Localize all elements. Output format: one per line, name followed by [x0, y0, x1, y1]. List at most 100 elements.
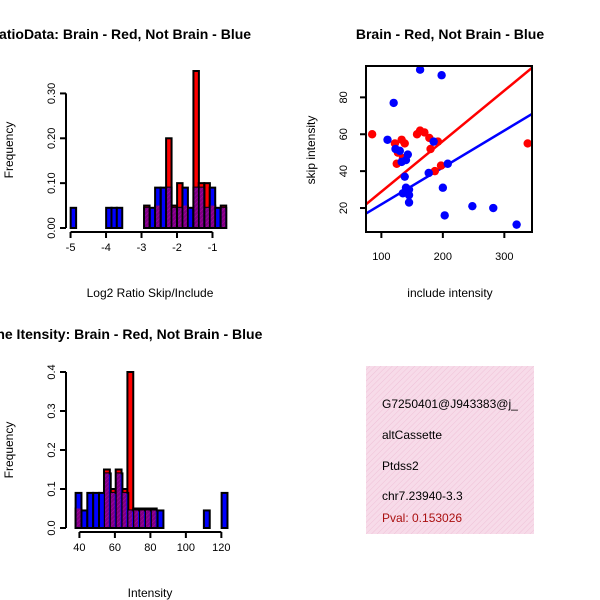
overlap-bar-3	[116, 473, 121, 527]
overlap-bar-5	[128, 510, 133, 527]
ratio-chart-title: RatioData: Brain - Red, Not Brain - Blue	[0, 26, 251, 42]
overlap-bar-0	[76, 508, 81, 527]
overlap-bar-1	[104, 473, 109, 527]
not-brain-bar-12	[186, 206, 195, 229]
x-tick-label-0: 40	[73, 542, 85, 554]
overlap-bar-8	[205, 207, 209, 227]
info-pvalue: Pval: 0.153026	[382, 511, 462, 525]
overlap-bar-4	[178, 207, 182, 227]
not-brain-bar-15	[202, 509, 211, 530]
intensity-y-axis-label: Frequency	[2, 422, 16, 479]
brain-point-11	[426, 144, 435, 154]
x-tick-label-0: -5	[66, 242, 76, 254]
scatter-x-tick-label-1: 200	[434, 251, 452, 263]
overlap-bar-6	[194, 187, 198, 227]
not-brain-bar-17	[214, 206, 222, 229]
not-brain-point-0	[383, 135, 392, 144]
not-brain-point-19	[443, 159, 452, 168]
not-brain-bar-16	[220, 491, 229, 529]
brain-point-6	[400, 139, 409, 148]
y-tick-label-3: 0.3	[46, 403, 58, 418]
x-tick-label-4: -1	[208, 242, 218, 254]
intensity-bars	[74, 371, 229, 530]
ratio-histogram-panel: RatioData: Brain - Red, Not Brain - Blue…	[0, 26, 251, 300]
ratio-axes: -5 -4 -3 -2 -1 0.00 0.10 0.20 0.30	[46, 83, 217, 254]
intensity-chart-title: Gene Itensity: Brain - Red, Not Brain - …	[0, 326, 263, 342]
x-tick-label-3: -2	[172, 242, 182, 254]
not-brain-bar-0	[69, 206, 78, 229]
y-tick-label-0: 0.0	[46, 520, 58, 535]
scatter-y-axis-label: skip intensity	[304, 116, 318, 185]
not-brain-point-16	[437, 71, 446, 80]
brain-point-9	[420, 128, 429, 137]
overlap-bar-8	[145, 510, 150, 527]
scatter-x-axis-label: include intensity	[407, 286, 492, 300]
overlap-bar-10	[221, 207, 226, 227]
overlap-bar-9	[210, 205, 215, 227]
not-brain-bar-14	[156, 509, 165, 530]
info-box-panel: G7250401@J943383@j_ altCassette Ptdss2 c…	[366, 366, 534, 534]
info-box-background	[366, 366, 534, 534]
not-brain-point-20	[468, 201, 477, 211]
not-brain-point-3	[395, 146, 405, 156]
x-tick-label-3: 100	[177, 542, 195, 554]
not-brain-point-22	[512, 220, 521, 229]
overlap-bar-4	[122, 492, 127, 527]
scatter-x-tick-label-2: 300	[495, 251, 513, 263]
brain-point-15	[523, 139, 531, 148]
intensity-x-axis-label: Intensity	[128, 586, 173, 600]
overlap-bar-6	[134, 510, 139, 527]
y-tick-label-2: 0.2	[46, 442, 58, 457]
not-brain-point-15	[429, 137, 438, 146]
scatter-y-tick-label-1: 40	[338, 165, 350, 177]
x-tick-label-1: -4	[101, 242, 111, 254]
overlap-bar-0	[145, 207, 149, 227]
x-tick-label-2: 80	[144, 542, 156, 554]
scatter-axes: 100 200 300 20 40 60 80	[338, 91, 514, 263]
scatter-x-tick-label-0: 100	[372, 251, 390, 263]
not-brain-bar-3	[115, 206, 124, 229]
overlap-bar-7	[140, 510, 144, 527]
ratio-bars	[69, 70, 228, 230]
scatter-inner	[367, 67, 531, 229]
overlap-bar-7	[199, 187, 204, 227]
scatter-panel: Brain - Red, Not Brain - Blue include in…	[304, 26, 544, 300]
not-brain-point-11	[404, 190, 414, 200]
scatter-content	[367, 67, 531, 229]
y-tick-label-4: 0.4	[46, 364, 58, 379]
not-brain-point-6	[400, 172, 409, 181]
info-event-id: G7250401@J943383@j_	[382, 397, 518, 411]
not-brain-point-17	[438, 183, 448, 192]
y-tick-label-2: 0.20	[46, 128, 58, 149]
scatter-y-tick-label-0: 20	[338, 202, 350, 214]
overlap-bar-9	[151, 510, 156, 527]
brain-point-14	[436, 161, 446, 170]
overlap-bar-5	[183, 205, 187, 227]
x-tick-label-4: 120	[212, 542, 230, 554]
x-tick-label-2: -3	[137, 242, 147, 254]
scatter-y-tick-label-3: 80	[338, 91, 350, 103]
info-location: chr7.23940-3.3	[382, 489, 463, 503]
y-tick-label-3: 0.30	[46, 83, 58, 104]
y-tick-label-1: 0.10	[46, 172, 58, 193]
not-brain-point-21	[489, 203, 498, 213]
scatter-plot-box	[365, 65, 533, 233]
ratio-x-axis-label: Log2 Ratio Skip/Include	[87, 286, 214, 300]
not-brain-point-9	[403, 150, 413, 159]
x-tick-label-1: 60	[109, 542, 121, 554]
scatter-chart-title: Brain - Red, Not Brain - Blue	[356, 26, 544, 42]
y-tick-label-0: 0.00	[46, 217, 58, 238]
not-brain-point-14	[424, 168, 433, 178]
overlap-bar-2	[167, 187, 171, 227]
overlap-bar-2	[110, 492, 115, 527]
intensity-histogram-panel: Gene Itensity: Brain - Red, Not Brain - …	[0, 326, 263, 600]
not-brain-point-12	[404, 198, 414, 207]
not-brain-point-13	[415, 67, 425, 74]
intensity-axes: 40 60 80 100 120 0.0 0.1 0.2 0.3 0.4	[46, 364, 231, 554]
info-gene-name: Ptdss2	[382, 459, 419, 473]
scatter-y-tick-label-2: 60	[338, 128, 350, 140]
not-brain-point-1	[389, 98, 398, 108]
not-brain-point-18	[440, 211, 449, 220]
